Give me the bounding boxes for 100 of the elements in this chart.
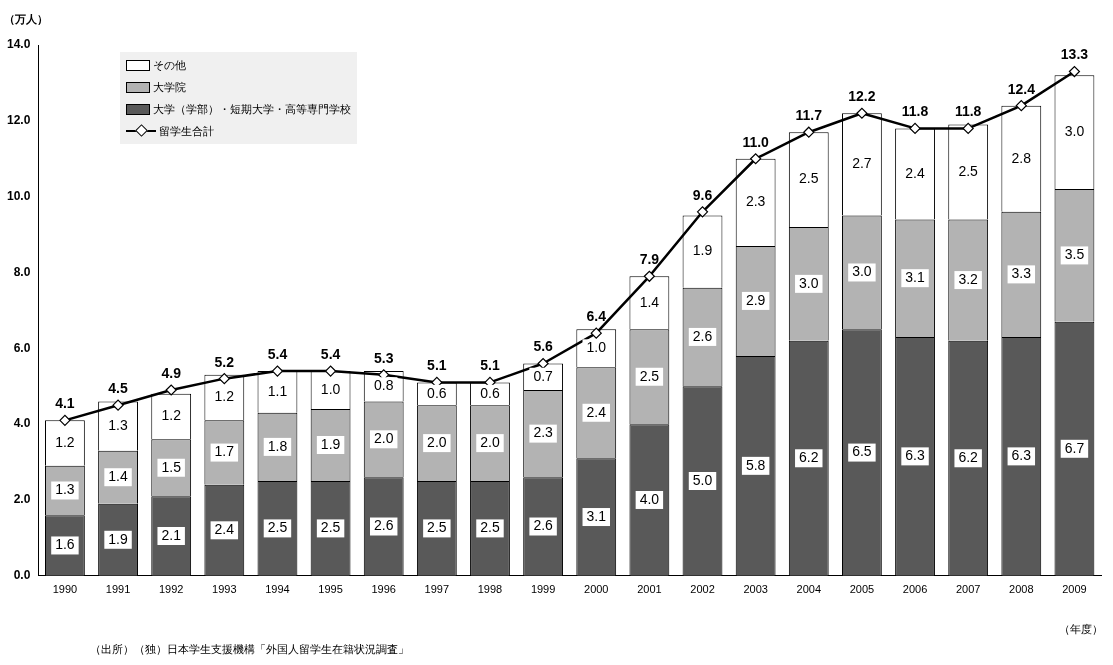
data-label: 2.5 xyxy=(958,162,979,179)
y-tick-label: 2.0 xyxy=(13,492,31,507)
y-tick-label: 4.0 xyxy=(13,416,31,431)
data-label: 5.4 xyxy=(267,345,288,362)
data-label: 12.2 xyxy=(848,88,876,105)
legend-label: 大学（学部）・短期大学・高等専門学校 xyxy=(153,101,351,117)
data-label: 3.3 xyxy=(1011,265,1032,282)
data-label: 0.6 xyxy=(480,384,500,401)
data-label: 5.4 xyxy=(320,345,341,362)
data-label: 2.6 xyxy=(533,517,554,534)
data-label: 0.7 xyxy=(533,367,554,384)
data-label: 6.3 xyxy=(905,447,925,464)
data-label: 2.1 xyxy=(161,526,182,543)
x-tick-label: 2008 xyxy=(1009,583,1034,596)
data-label: 3.5 xyxy=(1064,246,1085,263)
x-tick-label: 1995 xyxy=(318,583,343,596)
data-label: 1.9 xyxy=(108,530,128,547)
data-label: 0.6 xyxy=(427,384,447,401)
data-label: 5.1 xyxy=(480,357,500,374)
point xyxy=(803,126,815,138)
y-tick-label: 8.0 xyxy=(13,264,31,279)
data-label: 1.3 xyxy=(108,416,128,433)
text: （出所）（独）日本学生支援機構「外国人留学生在籍状況調査」 xyxy=(90,642,409,657)
x-tick-label: 1991 xyxy=(105,583,131,596)
data-label: 1.2 xyxy=(214,388,235,405)
y-tick-label: 0.0 xyxy=(13,568,31,583)
data-label: 1.9 xyxy=(320,435,341,452)
data-label: 6.5 xyxy=(852,443,872,460)
x-tick-label: 1997 xyxy=(424,583,450,596)
point xyxy=(1068,65,1081,78)
data-label: 5.6 xyxy=(533,338,554,355)
x-tick-label: 1993 xyxy=(212,583,237,596)
data-label: 13.3 xyxy=(1060,46,1089,63)
data-label: 6.4 xyxy=(586,308,607,325)
data-label: 3.1 xyxy=(586,507,607,524)
point xyxy=(750,153,762,165)
point xyxy=(590,327,602,339)
y-axis-title: （万人） xyxy=(4,12,48,27)
data-label: 1.9 xyxy=(692,242,713,259)
data-label: 2.5 xyxy=(427,519,447,536)
data-label: 6.2 xyxy=(799,449,819,466)
point xyxy=(271,365,284,377)
data-label: 11.7 xyxy=(795,107,823,124)
data-label: 5.8 xyxy=(745,456,766,473)
legend-label: 留学生合計 xyxy=(159,123,214,139)
data-label: 3.1 xyxy=(905,269,925,286)
point xyxy=(59,414,71,426)
data-label: 5.0 xyxy=(692,471,713,488)
data-label: 1.6 xyxy=(55,536,75,553)
data-label: 1.3 xyxy=(55,481,75,498)
x-tick-label: 1994 xyxy=(265,583,290,596)
data-label: 2.4 xyxy=(905,164,925,181)
data-label: 11.8 xyxy=(901,103,929,120)
data-label: 5.1 xyxy=(427,357,447,374)
point xyxy=(1015,100,1027,112)
data-label: 5.3 xyxy=(373,349,394,366)
y-tick-label: 6.0 xyxy=(13,340,31,355)
data-label: 2.5 xyxy=(799,170,819,187)
y-tick-label: 14.0 xyxy=(7,37,31,52)
data-label: 2.5 xyxy=(639,367,660,384)
data-label: 1.7 xyxy=(214,443,235,460)
legend-label: 大学院 xyxy=(153,79,186,95)
x-tick-label: 2004 xyxy=(796,583,822,596)
data-label: 5.2 xyxy=(214,353,235,370)
data-label: 3.0 xyxy=(799,274,819,291)
data-label: 2.5 xyxy=(480,519,500,536)
legend-label: その他 xyxy=(153,57,186,73)
x-tick-label: 1990 xyxy=(52,583,78,596)
data-label: 2.8 xyxy=(1011,149,1032,166)
x-tick-label: 2009 xyxy=(1062,583,1087,596)
data-label: 2.7 xyxy=(852,155,872,172)
data-label: 2.9 xyxy=(745,291,766,308)
data-label: 1.0 xyxy=(320,380,341,397)
data-label: 9.6 xyxy=(692,186,713,203)
data-label: 3.0 xyxy=(852,263,872,280)
data-label: 2.6 xyxy=(373,517,394,534)
point xyxy=(112,399,124,411)
data-label: 6.7 xyxy=(1064,439,1085,456)
point xyxy=(909,122,921,135)
data-label: 2.4 xyxy=(586,403,607,420)
x-tick-label: 2002 xyxy=(690,583,715,596)
data-label: 4.1 xyxy=(55,395,75,412)
data-label: 1.5 xyxy=(161,458,182,475)
data-label: 2.5 xyxy=(267,519,288,536)
data-label: 12.4 xyxy=(1007,80,1036,97)
x-tick-label: 2007 xyxy=(955,583,981,596)
data-label: 2.3 xyxy=(745,193,766,210)
x-tick-label: 2001 xyxy=(637,583,662,596)
point xyxy=(324,365,337,377)
data-label: 1.2 xyxy=(161,407,182,424)
data-label: 3.2 xyxy=(958,270,979,287)
data-label: 4.9 xyxy=(161,364,182,381)
data-label: 1.8 xyxy=(267,437,288,454)
point xyxy=(218,373,230,385)
x-tick-label: 1998 xyxy=(477,583,503,596)
data-label: 2.0 xyxy=(373,430,394,447)
x-tick-label: 2006 xyxy=(902,583,928,596)
data-label: 2.5 xyxy=(320,519,341,536)
data-label: 0.8 xyxy=(373,377,394,394)
point xyxy=(856,107,868,119)
